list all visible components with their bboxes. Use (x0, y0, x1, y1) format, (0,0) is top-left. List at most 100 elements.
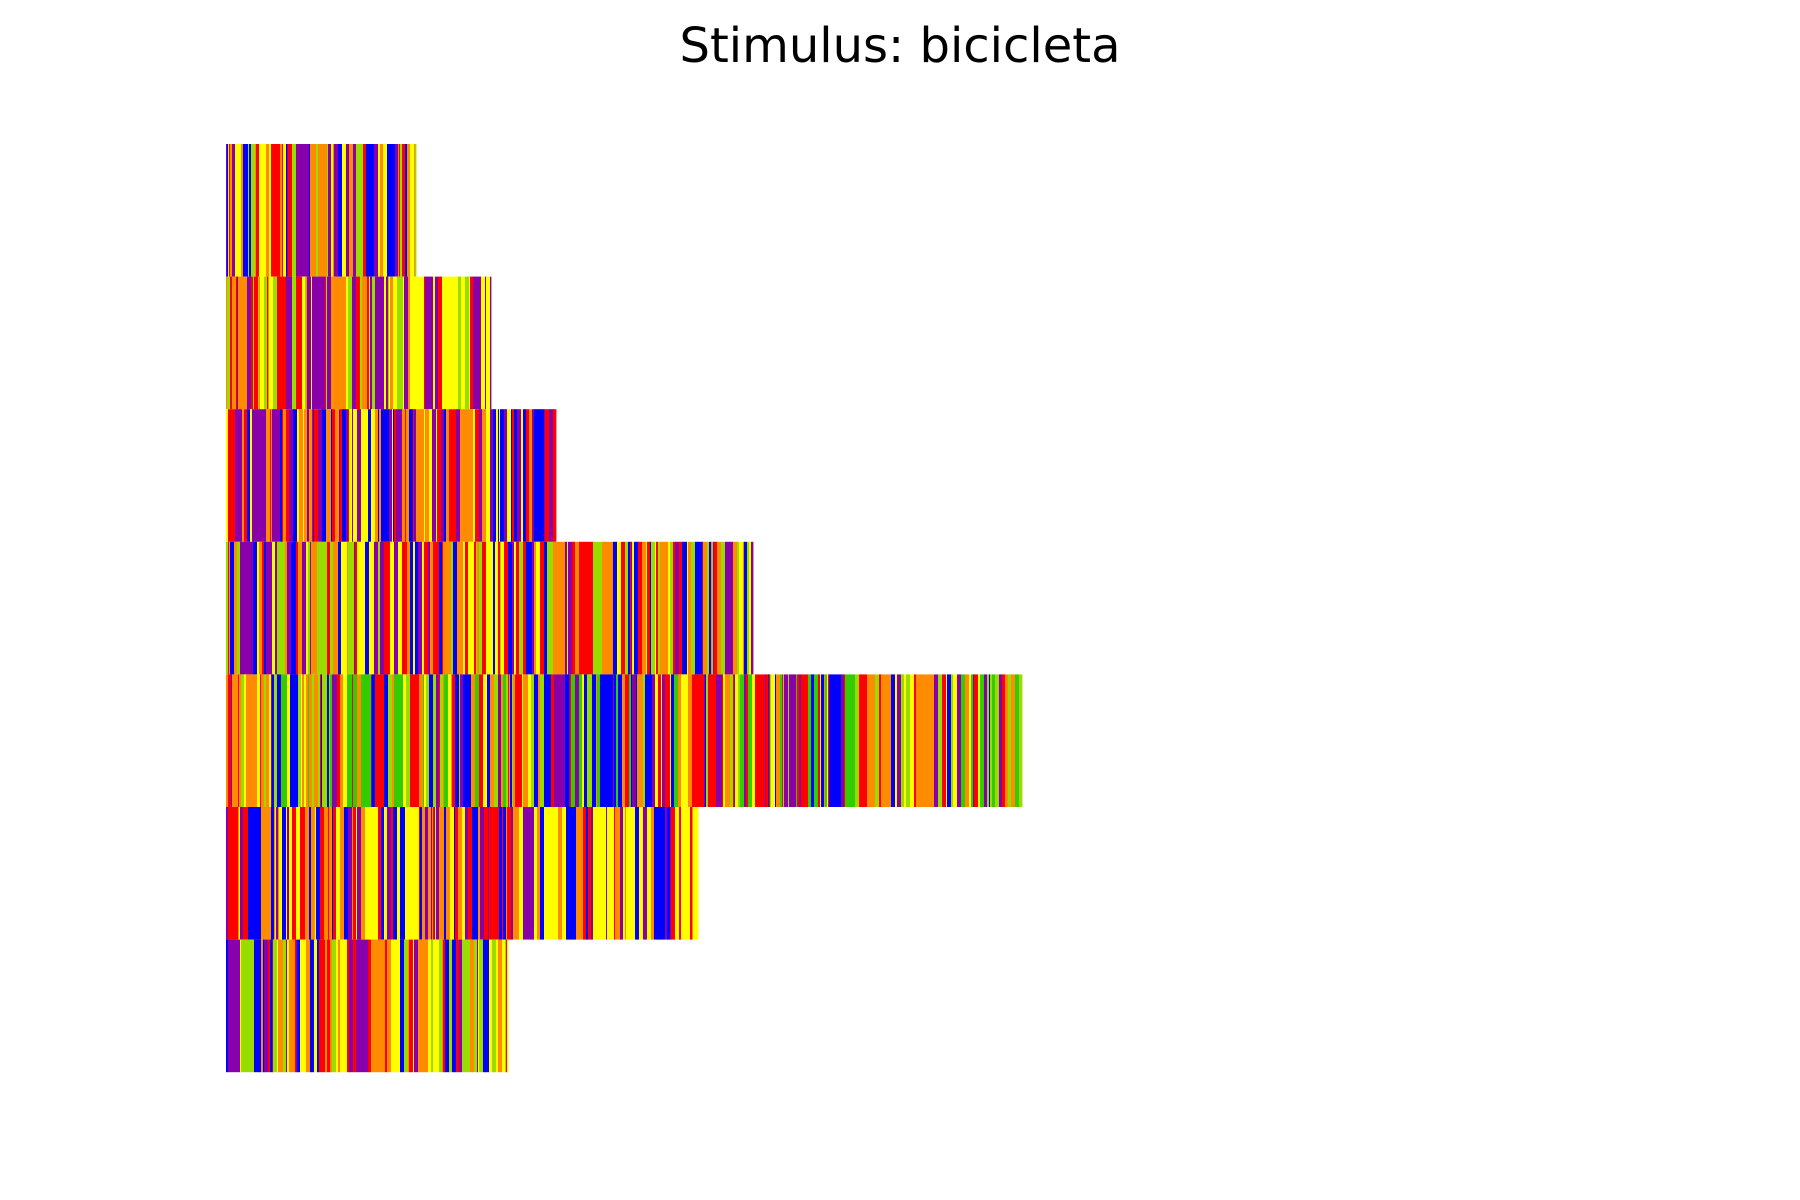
heatmap-cell (346, 144, 350, 277)
heatmap-cell (463, 674, 472, 807)
heatmap-cell (551, 674, 555, 807)
heatmap-cell (329, 674, 331, 807)
heatmap-cell (540, 674, 545, 807)
heatmap-cell (415, 541, 419, 675)
heatmap-cell (613, 541, 618, 675)
heatmap-cell (283, 939, 287, 1073)
heatmap-cell (226, 939, 229, 1073)
heatmap-cell (256, 144, 260, 277)
heatmap-cell (496, 409, 499, 542)
heatmap-cell (510, 674, 513, 807)
heatmap-cell (330, 939, 333, 1073)
heatmap-cell (414, 409, 417, 542)
heatmap-cell (226, 807, 229, 940)
heatmap-cell (690, 807, 693, 940)
heatmap-cell (655, 541, 657, 675)
heatmap-cell (316, 144, 319, 277)
heatmap-cell (309, 409, 313, 542)
heatmap-cell (628, 541, 631, 675)
heatmap-cell (449, 939, 453, 1073)
heatmap-cell (368, 939, 372, 1073)
heatmap-cell (356, 144, 359, 277)
heatmap-cell (449, 541, 452, 675)
heatmap-cell (389, 409, 393, 542)
heatmap-cell (247, 807, 249, 940)
heatmap-cell (824, 674, 826, 807)
heatmap-cell (631, 541, 633, 675)
heatmap-cell (961, 674, 966, 807)
heatmap-cell (911, 674, 915, 807)
heatmap-cell (371, 674, 373, 807)
heatmap-cell (380, 541, 385, 675)
heatmap-cell (658, 674, 662, 807)
heatmap-cell (334, 144, 339, 277)
heatmap-cell (366, 409, 369, 542)
heatmap-cell (296, 807, 301, 940)
heatmap-cell (519, 541, 524, 675)
heatmap-cell (801, 674, 805, 807)
heatmap-cell (269, 276, 271, 410)
heatmap-row-3 (226, 409, 557, 542)
heatmap-cell (740, 674, 745, 807)
heatmap-cell (279, 807, 281, 940)
heatmap-cell (261, 939, 264, 1073)
heatmap-cell (442, 939, 444, 1073)
heatmap-cell (465, 276, 470, 410)
heatmap-cell (656, 541, 659, 675)
heatmap-cell (565, 541, 568, 675)
heatmap-cell (250, 144, 252, 277)
heatmap-cell (576, 807, 580, 940)
heatmap-cell (904, 674, 907, 807)
heatmap-cell (274, 409, 279, 542)
heatmap-cell (746, 674, 749, 807)
heatmap-cell (312, 276, 323, 410)
heatmap-cell (531, 674, 535, 807)
heatmap-cell (412, 939, 414, 1073)
heatmap-cell (378, 541, 381, 675)
heatmap-cell (366, 276, 368, 410)
heatmap-cell (766, 674, 769, 807)
heatmap-cell (733, 541, 735, 675)
heatmap-cell (475, 409, 480, 542)
heatmap-cell (237, 276, 239, 410)
heatmap-cell (891, 674, 896, 807)
heatmap-cell (433, 939, 437, 1073)
heatmap-cell (372, 674, 376, 807)
heatmap-cell (237, 674, 239, 807)
heatmap-row-2 (226, 276, 492, 410)
heatmap-cell (642, 541, 647, 675)
heatmap-cell (548, 674, 552, 807)
heatmap-cell (476, 807, 479, 940)
heatmap-cell (415, 144, 417, 277)
heatmap-cell (951, 674, 954, 807)
heatmap-cell (262, 541, 265, 675)
heatmap-cell (863, 674, 868, 807)
heatmap-cell (431, 807, 433, 940)
heatmap-cell (443, 807, 445, 940)
heatmap-cell (346, 409, 349, 542)
heatmap-cell (340, 939, 345, 1073)
heatmap-cell (363, 144, 367, 277)
heatmap-cell (296, 144, 310, 277)
heatmap-cell (618, 674, 623, 807)
heatmap-cell (322, 674, 327, 807)
heatmap-cell (616, 674, 619, 807)
heatmap-cell (485, 939, 490, 1073)
heatmap-cell (393, 276, 398, 410)
heatmap-cell (670, 807, 672, 940)
heatmap-cell (353, 409, 358, 542)
heatmap-cell (453, 541, 458, 675)
heatmap-cell (302, 674, 305, 807)
heatmap-cell (603, 807, 607, 940)
heatmap-cell (575, 541, 580, 675)
heatmap-cell (544, 807, 559, 940)
heatmap-cell (271, 674, 273, 807)
heatmap-cell (320, 807, 325, 940)
heatmap-cell (242, 409, 245, 542)
heatmap-cell (469, 276, 471, 410)
heatmap-cell (580, 674, 583, 807)
heatmap-cell (999, 674, 1003, 807)
heatmap-cell (639, 541, 643, 675)
heatmap-cell (404, 276, 409, 410)
heatmap-cell (244, 409, 247, 542)
